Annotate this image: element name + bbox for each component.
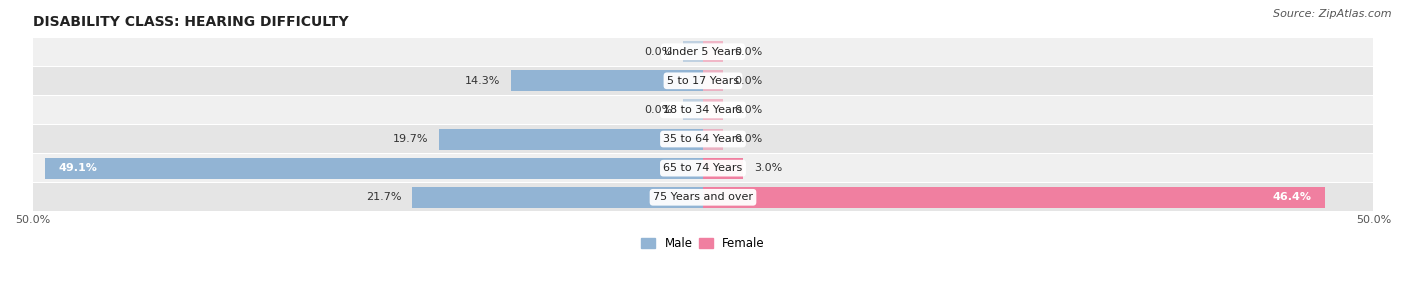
Bar [32,38,1374,66]
Text: Under 5 Years: Under 5 Years [665,47,741,57]
Text: Source: ZipAtlas.com: Source: ZipAtlas.com [1274,9,1392,19]
Bar [703,187,1324,208]
Bar [32,96,1374,124]
Text: 3.0%: 3.0% [754,163,782,173]
Bar [439,128,703,149]
Text: 75 Years and over: 75 Years and over [652,192,754,202]
Bar [683,99,703,120]
Text: 0.0%: 0.0% [644,105,672,115]
Text: 5 to 17 Years: 5 to 17 Years [666,76,740,86]
Text: 65 to 74 Years: 65 to 74 Years [664,163,742,173]
Bar [703,99,723,120]
Text: 46.4%: 46.4% [1272,192,1312,202]
Text: 0.0%: 0.0% [734,134,762,144]
Bar [45,158,703,179]
Bar [32,183,1374,211]
Bar [703,41,723,62]
Text: 0.0%: 0.0% [734,47,762,57]
Bar [703,128,723,149]
Text: 0.0%: 0.0% [644,47,672,57]
Text: 14.3%: 14.3% [465,76,501,86]
Bar [32,125,1374,153]
Text: 0.0%: 0.0% [734,105,762,115]
Text: 35 to 64 Years: 35 to 64 Years [664,134,742,144]
Bar [32,154,1374,182]
Text: 21.7%: 21.7% [366,192,401,202]
Bar [703,70,723,91]
Text: 0.0%: 0.0% [734,76,762,86]
Bar [412,187,703,208]
Bar [32,67,1374,95]
Text: 49.1%: 49.1% [58,163,97,173]
Text: DISABILITY CLASS: HEARING DIFFICULTY: DISABILITY CLASS: HEARING DIFFICULTY [32,15,349,29]
Text: 19.7%: 19.7% [392,134,429,144]
Legend: Male, Female: Male, Female [637,232,769,255]
Bar [683,41,703,62]
Bar [703,158,744,179]
Bar [512,70,703,91]
Text: 18 to 34 Years: 18 to 34 Years [664,105,742,115]
